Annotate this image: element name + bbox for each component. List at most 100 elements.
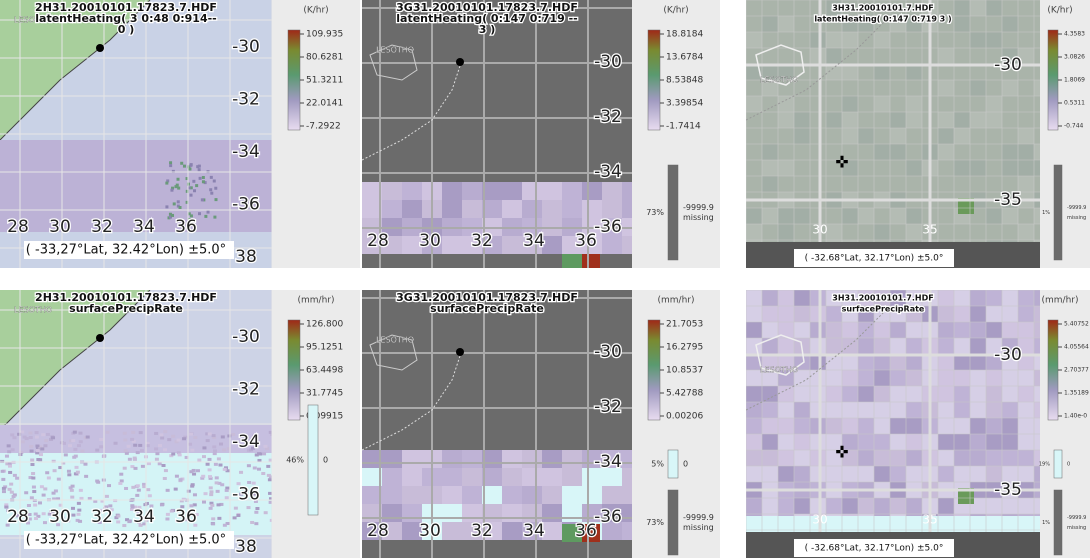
rain-cell xyxy=(36,514,41,518)
data-cell xyxy=(810,306,826,322)
data-cell xyxy=(954,16,970,32)
rain-cell xyxy=(52,497,57,501)
data-cell xyxy=(382,504,402,522)
rain-cell xyxy=(203,181,207,185)
rain-cell xyxy=(174,440,179,444)
colorbar-label: 0.00206 xyxy=(666,412,703,422)
colorbar-label: 1.8069 xyxy=(1064,77,1085,84)
rain-cell xyxy=(184,518,189,522)
rain-cell xyxy=(201,455,206,459)
data-cell xyxy=(462,522,482,540)
lat-label: -30 xyxy=(232,327,260,347)
missing-percent: 1% xyxy=(1042,210,1050,216)
rain-cell xyxy=(209,188,213,192)
data-cell xyxy=(482,200,502,218)
rain-cell xyxy=(78,440,83,444)
data-cell xyxy=(954,354,970,370)
data-cell xyxy=(794,128,810,144)
data-cell xyxy=(970,450,986,466)
rain-cell xyxy=(29,449,34,453)
map-title: latentHeating( 0:147 0:719 3 ) xyxy=(814,15,951,24)
rain-cell xyxy=(26,504,31,508)
data-cell xyxy=(954,402,970,418)
footer-box xyxy=(794,539,954,557)
data-cell xyxy=(762,402,778,418)
data-cell xyxy=(1002,144,1018,160)
rain-cell xyxy=(189,193,193,197)
colorbar-label: 109.935 xyxy=(306,30,343,40)
rain-cell xyxy=(142,482,147,486)
data-cell xyxy=(906,306,922,322)
data-cell xyxy=(502,236,522,254)
rain-cell xyxy=(99,438,104,442)
lat-label: -32 xyxy=(232,380,260,400)
map-area: LESOTHO 2H31.20010101.17823.7.HDFsurfaceP… xyxy=(0,290,272,558)
data-cell xyxy=(778,418,794,434)
rain-cell xyxy=(251,492,256,496)
data-cell xyxy=(906,160,922,176)
rain-cell xyxy=(116,514,121,518)
rain-cell xyxy=(107,484,112,488)
rain-cell xyxy=(220,435,225,439)
rain-cell xyxy=(137,505,142,509)
rain-cell xyxy=(5,462,10,466)
rain-cell xyxy=(251,481,256,485)
rain-cell xyxy=(171,169,175,173)
rain-cell xyxy=(70,506,75,510)
data-cell xyxy=(906,224,922,240)
map-title: 3G31.20010101.17823.7.HDF xyxy=(396,1,578,14)
data-cell xyxy=(1002,450,1018,466)
rain-cell xyxy=(176,200,180,204)
data-cell xyxy=(826,0,842,16)
missing-label: 0 xyxy=(1067,462,1070,468)
data-cell xyxy=(970,32,986,48)
rain-cell xyxy=(104,519,109,523)
rain-cell xyxy=(209,175,213,179)
rain-cell xyxy=(123,449,128,453)
data-cell xyxy=(442,522,462,540)
rain-cell xyxy=(253,490,258,494)
footer-box xyxy=(24,241,234,259)
data-cell xyxy=(842,64,858,80)
colorbar-label: 80.6281 xyxy=(306,53,343,63)
rain-cell xyxy=(76,444,81,448)
data-cell xyxy=(462,468,482,486)
data-cell xyxy=(858,16,874,32)
rain-cell xyxy=(24,491,29,495)
data-cell xyxy=(762,338,778,354)
rain-cell xyxy=(124,486,129,490)
rain-cell xyxy=(200,198,204,202)
map-area: LESOTHO 2H31.20010101.17823.7.HDFlatentHe… xyxy=(0,0,272,268)
map-panel: LESOTHO 2H31.20010101.17823.7.HDFlatentHe… xyxy=(0,0,272,268)
data-cell xyxy=(938,354,954,370)
rain-cell xyxy=(197,458,202,462)
rain-cell xyxy=(45,471,50,475)
rain-cell xyxy=(43,487,48,491)
rain-cell xyxy=(252,434,257,438)
rain-cell xyxy=(193,189,197,193)
data-cell xyxy=(906,354,922,370)
rain-cell xyxy=(200,476,205,480)
missing-label: -9999.9 xyxy=(683,513,714,522)
rain-cell xyxy=(201,474,206,478)
data-cell xyxy=(954,386,970,402)
rain-cell xyxy=(206,210,210,214)
rain-cell xyxy=(246,448,251,452)
colorbar-panel: (K/hr) 109.935 80.6281 51.3211 22.0141 -7.292… xyxy=(272,0,360,268)
rain-cell xyxy=(129,507,134,511)
rain-cell xyxy=(7,464,12,468)
rain-cell xyxy=(246,506,251,510)
colorbar-panel: (K/hr) 4.3583 3.0826 1.8069 0.5311 -0.744 1% -9… xyxy=(1040,0,1090,268)
rain-cell xyxy=(253,433,258,437)
rain-cell xyxy=(263,511,268,515)
colorbar-panel: (mm/hr) 21.7053 16.2795 10.8537 5.42788 0.002… xyxy=(632,290,720,558)
rain-cell xyxy=(236,482,241,486)
data-cell xyxy=(954,128,970,144)
rain-cell xyxy=(222,523,227,527)
rain-cell xyxy=(253,499,258,503)
colorbar-label: 2.70377 xyxy=(1064,367,1089,374)
rain-cell xyxy=(30,463,35,467)
colorbar-unit: (mm/hr) xyxy=(298,296,335,306)
missing-box xyxy=(1053,164,1063,261)
data-cell xyxy=(906,450,922,466)
